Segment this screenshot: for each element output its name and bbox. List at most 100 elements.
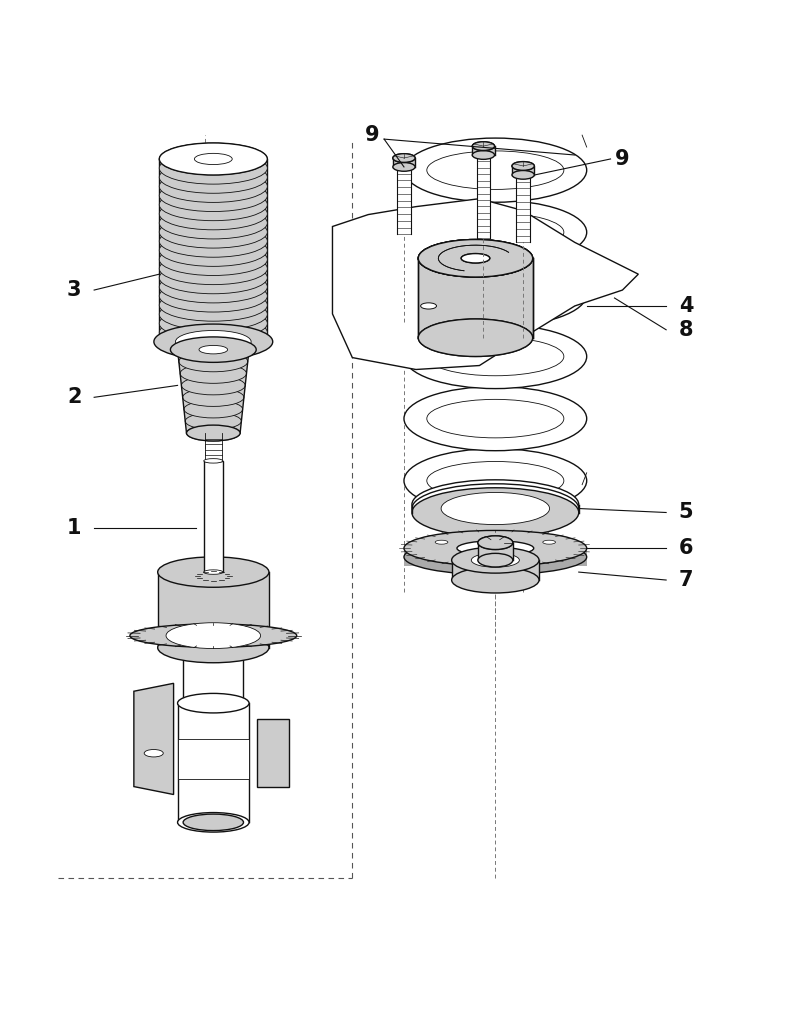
Ellipse shape: [159, 289, 267, 321]
Ellipse shape: [421, 302, 437, 310]
Ellipse shape: [159, 298, 267, 330]
Ellipse shape: [184, 401, 242, 418]
Ellipse shape: [159, 261, 267, 294]
Ellipse shape: [144, 749, 163, 756]
Ellipse shape: [159, 152, 267, 184]
Ellipse shape: [412, 480, 578, 529]
Ellipse shape: [158, 557, 269, 587]
Ellipse shape: [418, 240, 533, 277]
Ellipse shape: [159, 317, 267, 349]
Ellipse shape: [158, 632, 269, 663]
Ellipse shape: [175, 330, 251, 353]
Ellipse shape: [159, 207, 267, 239]
Polygon shape: [178, 350, 249, 433]
Ellipse shape: [404, 200, 586, 264]
Polygon shape: [512, 166, 534, 175]
Ellipse shape: [458, 501, 533, 524]
Ellipse shape: [159, 252, 267, 285]
Ellipse shape: [512, 170, 534, 179]
Polygon shape: [517, 175, 530, 242]
Ellipse shape: [461, 253, 490, 263]
Ellipse shape: [471, 554, 519, 567]
Ellipse shape: [182, 376, 246, 395]
Ellipse shape: [418, 240, 533, 277]
Ellipse shape: [186, 425, 240, 441]
Ellipse shape: [478, 554, 513, 567]
Ellipse shape: [166, 623, 261, 649]
Ellipse shape: [427, 151, 564, 190]
Ellipse shape: [183, 640, 243, 656]
Ellipse shape: [159, 235, 267, 266]
Polygon shape: [452, 561, 539, 580]
Ellipse shape: [186, 425, 240, 441]
Ellipse shape: [478, 536, 513, 549]
Ellipse shape: [199, 345, 228, 354]
Ellipse shape: [179, 352, 248, 372]
Ellipse shape: [404, 539, 586, 575]
Text: 2: 2: [67, 387, 82, 407]
Text: 5: 5: [678, 502, 694, 523]
Ellipse shape: [404, 530, 586, 566]
Ellipse shape: [418, 319, 533, 357]
Ellipse shape: [427, 461, 564, 500]
Ellipse shape: [418, 240, 533, 277]
Text: 7: 7: [678, 570, 694, 590]
Ellipse shape: [472, 141, 494, 151]
Ellipse shape: [159, 142, 267, 175]
Ellipse shape: [159, 142, 267, 175]
Ellipse shape: [130, 624, 297, 648]
Ellipse shape: [182, 388, 244, 406]
Ellipse shape: [512, 162, 534, 170]
Ellipse shape: [427, 400, 564, 438]
Ellipse shape: [204, 570, 223, 574]
Ellipse shape: [404, 262, 586, 327]
Ellipse shape: [178, 693, 249, 713]
Ellipse shape: [159, 198, 267, 230]
Polygon shape: [333, 199, 638, 369]
Text: 9: 9: [365, 125, 379, 146]
Text: 3: 3: [67, 280, 82, 300]
Ellipse shape: [194, 154, 232, 165]
Ellipse shape: [412, 488, 578, 537]
Ellipse shape: [404, 386, 586, 451]
Ellipse shape: [170, 337, 256, 363]
Ellipse shape: [159, 216, 267, 248]
Ellipse shape: [478, 536, 513, 549]
Polygon shape: [477, 155, 490, 239]
Ellipse shape: [412, 484, 578, 533]
Ellipse shape: [461, 253, 490, 263]
Text: 1: 1: [67, 519, 82, 538]
Ellipse shape: [404, 449, 586, 512]
Polygon shape: [178, 739, 249, 779]
Ellipse shape: [159, 271, 267, 303]
Text: 4: 4: [678, 296, 694, 316]
Ellipse shape: [427, 337, 564, 376]
Ellipse shape: [183, 814, 243, 830]
Ellipse shape: [159, 170, 267, 202]
Ellipse shape: [435, 540, 448, 544]
Ellipse shape: [512, 162, 534, 170]
Ellipse shape: [183, 814, 243, 830]
Polygon shape: [134, 684, 174, 794]
Ellipse shape: [159, 280, 267, 312]
Ellipse shape: [393, 163, 415, 171]
Ellipse shape: [542, 540, 555, 544]
Polygon shape: [418, 258, 533, 337]
Ellipse shape: [472, 151, 494, 159]
Ellipse shape: [472, 141, 494, 151]
Ellipse shape: [159, 326, 267, 358]
Ellipse shape: [452, 547, 539, 573]
Polygon shape: [418, 258, 533, 337]
Ellipse shape: [159, 244, 267, 276]
Ellipse shape: [186, 413, 242, 429]
Text: 8: 8: [678, 320, 694, 339]
Polygon shape: [472, 147, 494, 155]
Text: 9: 9: [615, 149, 630, 169]
Polygon shape: [398, 167, 410, 235]
Polygon shape: [159, 159, 267, 341]
Polygon shape: [158, 572, 269, 648]
Ellipse shape: [457, 541, 534, 556]
Polygon shape: [393, 158, 415, 167]
Polygon shape: [183, 648, 243, 822]
Ellipse shape: [489, 559, 502, 563]
